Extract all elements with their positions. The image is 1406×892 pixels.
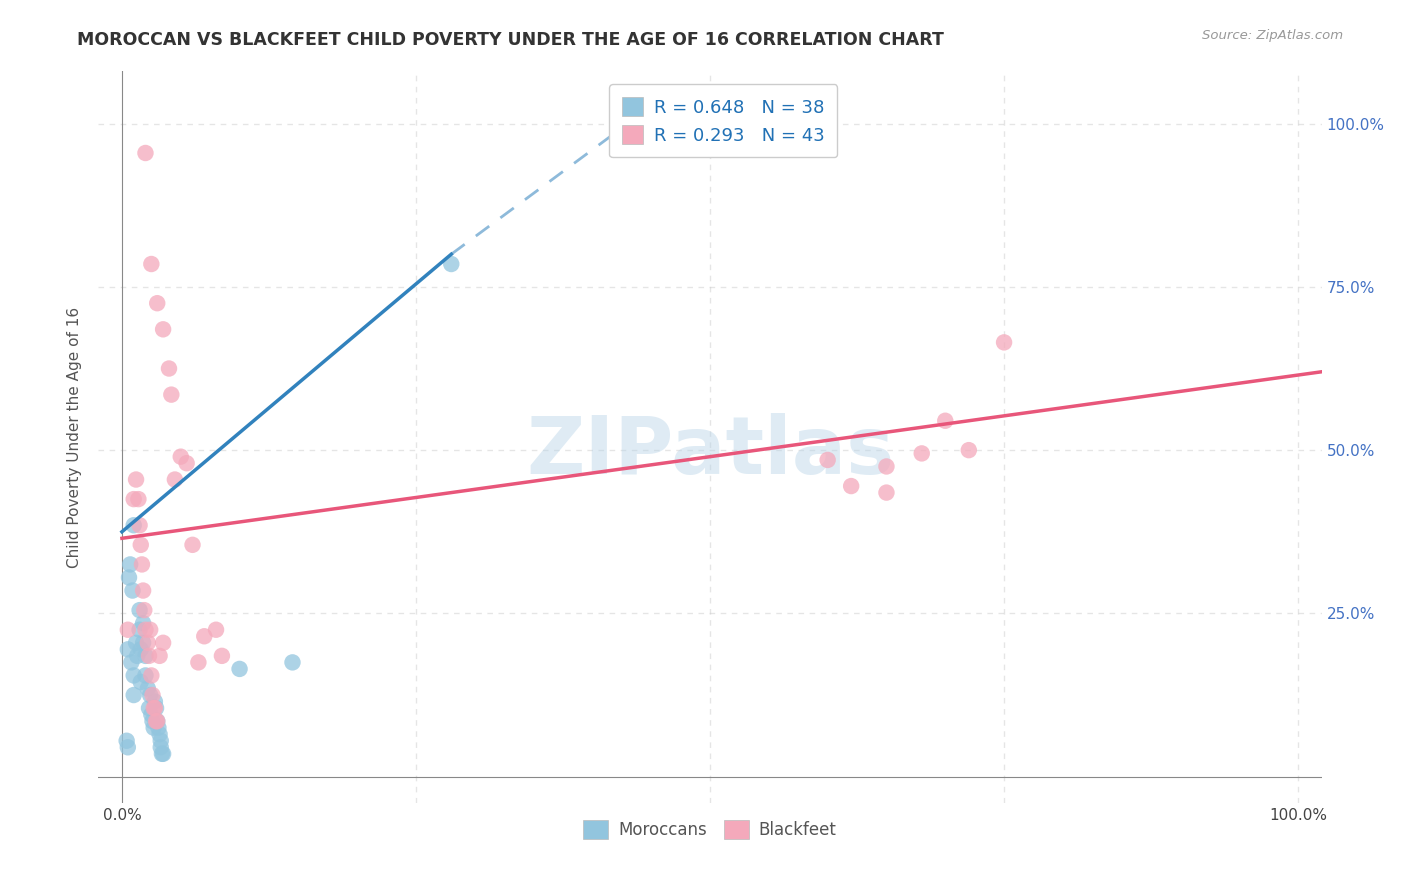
Point — [136, 681, 159, 696]
Point — [911, 446, 934, 460]
Point — [134, 146, 156, 161]
Point — [125, 473, 148, 487]
Point — [152, 636, 174, 650]
Point — [143, 701, 166, 715]
Point — [117, 623, 139, 637]
Point — [141, 714, 163, 728]
Point — [141, 707, 163, 722]
Point — [176, 456, 198, 470]
Point — [128, 623, 150, 637]
Point — [134, 648, 156, 663]
Point — [141, 688, 163, 702]
Point — [281, 656, 304, 670]
Point — [139, 688, 162, 702]
Point — [139, 623, 162, 637]
Point — [115, 733, 138, 747]
Point — [149, 648, 172, 663]
Point — [143, 695, 166, 709]
Point — [141, 668, 163, 682]
Point — [127, 492, 149, 507]
Point — [817, 453, 839, 467]
Point — [142, 701, 165, 715]
Point — [993, 335, 1015, 350]
Point — [146, 296, 169, 310]
Point — [150, 747, 173, 761]
Point — [120, 656, 142, 670]
Point — [149, 733, 172, 747]
Point — [129, 642, 152, 657]
Point — [122, 492, 145, 507]
Point — [134, 603, 156, 617]
Point — [440, 257, 463, 271]
Point — [125, 636, 148, 650]
Point — [957, 443, 980, 458]
Legend: Moroccans, Blackfeet: Moroccans, Blackfeet — [576, 814, 844, 846]
Point — [121, 583, 143, 598]
Point — [181, 538, 204, 552]
Point — [136, 636, 159, 650]
Point — [134, 623, 156, 637]
Point — [132, 616, 155, 631]
Point — [193, 629, 215, 643]
Point — [146, 714, 169, 728]
Point — [122, 688, 145, 702]
Point — [128, 603, 150, 617]
Point — [228, 662, 250, 676]
Point — [117, 740, 139, 755]
Point — [148, 721, 170, 735]
Point — [131, 558, 153, 572]
Point — [138, 648, 160, 663]
Point — [170, 450, 193, 464]
Point — [875, 459, 897, 474]
Point — [145, 714, 167, 728]
Point — [146, 714, 169, 728]
Point — [163, 473, 186, 487]
Point — [117, 642, 139, 657]
Point — [149, 740, 172, 755]
Y-axis label: Child Poverty Under the Age of 16: Child Poverty Under the Age of 16 — [67, 307, 83, 567]
Point — [934, 414, 956, 428]
Point — [118, 570, 141, 584]
Point — [187, 656, 209, 670]
Point — [145, 701, 167, 715]
Point — [132, 583, 155, 598]
Point — [141, 257, 163, 271]
Point — [129, 675, 152, 690]
Point — [122, 668, 145, 682]
Point — [211, 648, 233, 663]
Point — [142, 721, 165, 735]
Point — [134, 668, 156, 682]
Text: ZIPatlas: ZIPatlas — [526, 413, 894, 491]
Point — [875, 485, 897, 500]
Point — [127, 648, 149, 663]
Point — [120, 558, 142, 572]
Point — [157, 361, 180, 376]
Point — [149, 727, 172, 741]
Point — [128, 518, 150, 533]
Point — [152, 747, 174, 761]
Point — [129, 538, 152, 552]
Point — [152, 322, 174, 336]
Point — [122, 518, 145, 533]
Text: MOROCCAN VS BLACKFEET CHILD POVERTY UNDER THE AGE OF 16 CORRELATION CHART: MOROCCAN VS BLACKFEET CHILD POVERTY UNDE… — [77, 31, 945, 49]
Point — [132, 636, 155, 650]
Point — [160, 387, 183, 401]
Point — [839, 479, 862, 493]
Text: Source: ZipAtlas.com: Source: ZipAtlas.com — [1202, 29, 1343, 42]
Point — [138, 701, 160, 715]
Point — [205, 623, 228, 637]
